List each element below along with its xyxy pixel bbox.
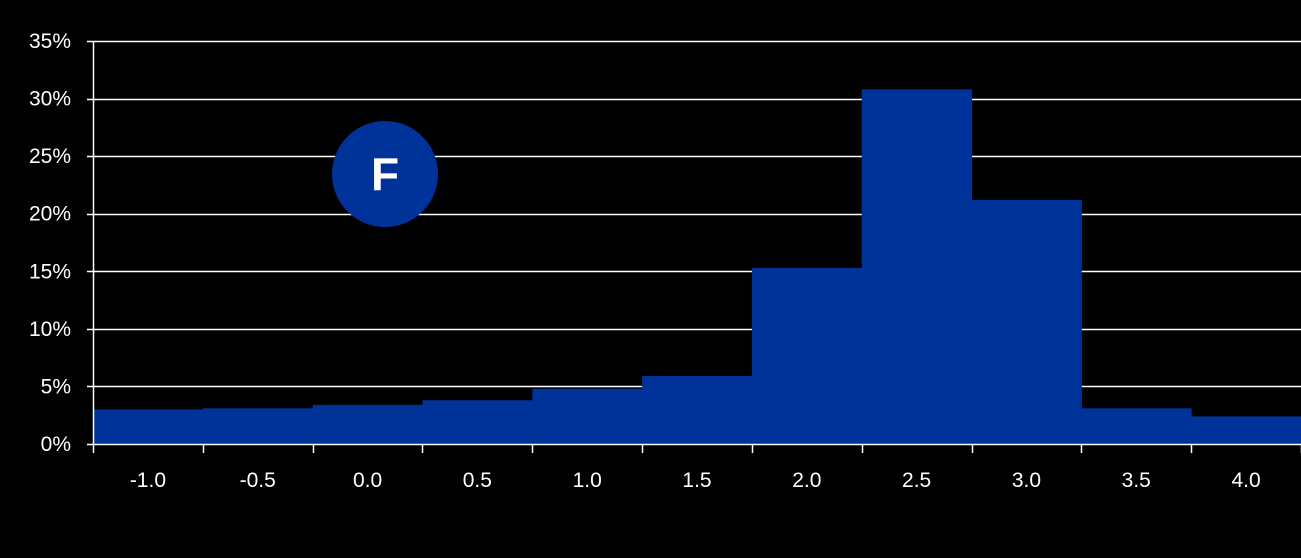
histogram-bar — [422, 400, 533, 444]
panel-label-text: F — [370, 148, 400, 200]
y-tick-label: 25% — [29, 145, 71, 168]
histogram-bar — [642, 376, 753, 444]
histogram-bar — [93, 409, 204, 444]
x-tick-label: 3.5 — [1122, 469, 1151, 492]
histogram-bar — [202, 408, 314, 444]
x-tick-label: -1.0 — [130, 469, 166, 492]
x-tick-label: 0.0 — [353, 469, 382, 492]
x-tick-label: -0.5 — [240, 469, 276, 492]
y-tick-label: 20% — [29, 203, 71, 226]
histogram-bar — [1081, 408, 1192, 444]
y-tick-label: 35% — [29, 30, 71, 53]
histogram-bar — [971, 199, 1082, 444]
gridlines — [93, 40, 1301, 388]
y-tick-label: 5% — [41, 375, 71, 398]
x-tick-label: 2.5 — [902, 469, 931, 492]
x-tick-label: 1.5 — [682, 469, 711, 492]
x-tick-label: 2.0 — [792, 469, 821, 492]
x-tick-label: 3.0 — [1012, 469, 1041, 492]
histogram-bar — [751, 267, 863, 444]
axes — [87, 40, 1301, 453]
histogram-bar — [532, 388, 643, 444]
histogram-bar — [312, 404, 423, 444]
x-tick-label: 4.0 — [1231, 469, 1260, 492]
histogram-bar — [1191, 416, 1301, 444]
y-tick-label: 0% — [41, 433, 71, 456]
bars — [93, 89, 1301, 445]
x-tick-label: 0.5 — [463, 469, 492, 492]
histogram-bar — [861, 89, 973, 445]
y-tick-label: 30% — [29, 88, 71, 111]
x-tick-labels: -1.0 -0.5 0.0 0.5 1.0 1.5 2.0 2.5 3.0 3.5 4.0 — [130, 469, 1261, 492]
y-tick-labels: 0% 5% 10% 15% 20% 25% 30% 35% — [29, 30, 71, 456]
panel-label-badge: F — [332, 121, 438, 227]
y-tick-label: 15% — [29, 260, 71, 283]
x-tick-label: 1.0 — [573, 469, 602, 492]
y-tick-label: 10% — [29, 318, 71, 341]
